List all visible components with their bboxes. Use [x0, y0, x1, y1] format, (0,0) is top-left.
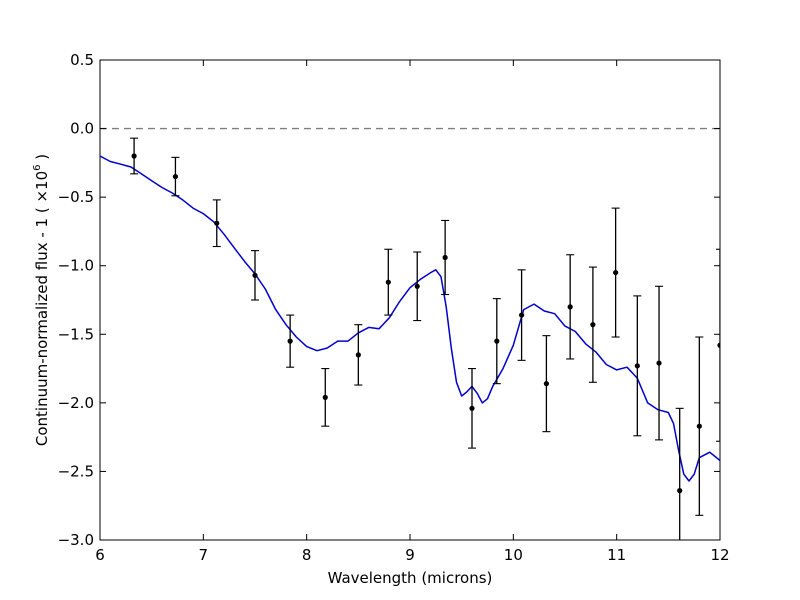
y-tick-label: −1.0 — [58, 257, 94, 275]
data-point — [634, 363, 640, 369]
x-axis-label: Wavelength (microns) — [328, 569, 493, 587]
data-point — [385, 279, 391, 285]
data-point — [252, 272, 258, 278]
y-tick-label: −2.5 — [58, 462, 94, 480]
data-point — [172, 173, 179, 180]
x-tick-label: 8 — [302, 546, 312, 564]
data-point — [287, 338, 293, 344]
y-tick-label: 0.0 — [70, 120, 94, 138]
y-axis-label-tail: ) — [33, 154, 51, 165]
y-tick-label: 0.5 — [70, 51, 94, 69]
data-point — [519, 312, 525, 318]
x-tick-label: 6 — [95, 546, 105, 564]
data-point — [469, 405, 475, 411]
data-point — [696, 423, 702, 429]
data-point — [677, 488, 683, 494]
data-point — [355, 352, 361, 358]
data-point — [567, 304, 573, 310]
data-point — [414, 283, 420, 289]
y-tick-label: −2.0 — [58, 394, 94, 412]
data-point — [613, 269, 619, 276]
data-point — [590, 322, 596, 328]
data-point — [717, 342, 720, 348]
data-point — [494, 338, 500, 344]
x-tick-label: 11 — [607, 546, 626, 564]
y-tick-label: −1.5 — [58, 325, 94, 343]
plot-area-frame — [99, 59, 721, 541]
x-tick-label: 7 — [199, 546, 209, 564]
y-tick-label: −3.0 — [58, 531, 94, 549]
x-tick-label: 12 — [710, 546, 729, 564]
data-point — [322, 394, 328, 400]
y-axis-label-exponent: 6 — [32, 165, 43, 171]
data-point — [442, 254, 448, 261]
y-tick-label: −0.5 — [58, 188, 94, 206]
data-point — [131, 153, 137, 159]
model-spectrum-line — [100, 155, 720, 482]
data-point — [214, 220, 220, 226]
x-tick-label: 9 — [405, 546, 415, 564]
data-point — [543, 381, 550, 387]
y-axis-label: Continuum-normalized flux - 1 ( ×106 ) — [32, 154, 51, 446]
y-axis-label-main: Continuum-normalized flux - 1 ( ×10 — [33, 171, 51, 446]
x-tick-label: 10 — [504, 546, 523, 564]
data-point — [656, 360, 662, 366]
